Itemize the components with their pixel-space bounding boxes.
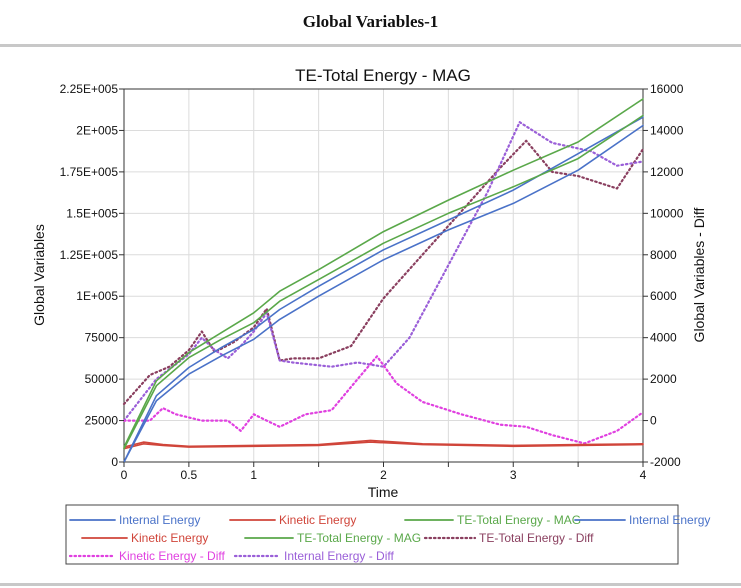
y-left-tick-label: 50000 xyxy=(85,372,119,386)
series-line-internal-energy-diff xyxy=(122,121,645,422)
chart-title: TE-Total Energy - MAG xyxy=(295,66,471,85)
y-right-tick-label: -2000 xyxy=(650,455,681,469)
y-left-tick-label: 1.5E+005 xyxy=(66,206,118,220)
y-left-tick-label: 1E+005 xyxy=(76,289,118,303)
y-left-tick-label: 2.25E+005 xyxy=(60,82,119,96)
title-divider xyxy=(0,44,741,47)
window-title: Global Variables-1 xyxy=(302,12,439,31)
x-tick-label: 4 xyxy=(640,468,647,482)
series-line-internal-energy xyxy=(123,124,644,463)
y-right-tick-label: 8000 xyxy=(650,248,677,262)
y-right-tick-label: 2000 xyxy=(650,372,677,386)
y-left-tick-label: 2E+005 xyxy=(76,123,118,137)
x-tick-label: 3 xyxy=(510,468,517,482)
bottom-divider xyxy=(0,583,741,586)
y-right-tick-label: 6000 xyxy=(650,289,677,303)
legend-label: Internal Energy xyxy=(119,513,200,527)
legend-label: Kinetic Energy xyxy=(279,513,356,527)
y-left-tick-label: 1.75E+005 xyxy=(60,165,119,179)
y-right-tick-label: 12000 xyxy=(650,165,684,179)
y-left-tick-label: 75000 xyxy=(85,331,119,345)
series-line-te-total-energy-mag xyxy=(123,98,644,448)
series-line-kinetic-energy xyxy=(123,439,644,448)
legend-label: TE-Total Energy - Diff xyxy=(479,531,594,545)
y-left-tick-label: 25000 xyxy=(85,414,119,428)
legend-label: Internal Energy xyxy=(629,513,710,527)
y-right-tick-label: 14000 xyxy=(650,123,684,137)
x-tick-label: 2 xyxy=(380,468,387,482)
series-line-te-total-energy-mag xyxy=(123,114,644,450)
series-line-kinetic-energy-diff xyxy=(122,355,645,445)
series-line-internal-energy xyxy=(123,116,644,463)
legend-label: Kinetic Energy xyxy=(131,531,208,545)
y-right-tick-label: 10000 xyxy=(650,206,684,220)
legend-label: TE-Total Energy - MAG xyxy=(297,531,421,545)
legend-label: Internal Energy - Diff xyxy=(284,549,394,563)
x-tick-label: 0 xyxy=(121,468,128,482)
legend-label: Kinetic Energy - Diff xyxy=(119,549,225,563)
x-axis-label: Time xyxy=(368,484,399,500)
axes-layer: 0 0.5 1 2 3 4 0 25000 50000 75000 1E+005 1.25E+005 1… xyxy=(60,82,684,482)
y-right-tick-label: 0 xyxy=(650,414,657,428)
y-axis-label-left: Global Variables xyxy=(31,224,47,326)
x-tick-label: 0.5 xyxy=(181,468,198,482)
legend-label: TE-Total Energy - MAG xyxy=(457,513,581,527)
x-tick-label: 1 xyxy=(250,468,257,482)
y-left-tick-label: 1.25E+005 xyxy=(60,248,119,262)
legend: Internal Energy Kinetic Energy TE-Total En… xyxy=(65,504,710,565)
y-axis-label-right: Global Variables - Diff xyxy=(691,207,707,342)
chart-canvas: 0 0.5 1 2 3 4 0 25000 50000 75000 1E+005 1.25E+005 1… xyxy=(0,47,741,583)
series-layer xyxy=(122,98,645,463)
y-right-tick-label: 16000 xyxy=(650,82,684,96)
y-left-tick-label: 0 xyxy=(111,455,118,469)
series-line-te-total-energy-diff xyxy=(122,139,645,406)
y-right-tick-label: 4000 xyxy=(650,331,677,345)
legend-box xyxy=(65,504,679,565)
